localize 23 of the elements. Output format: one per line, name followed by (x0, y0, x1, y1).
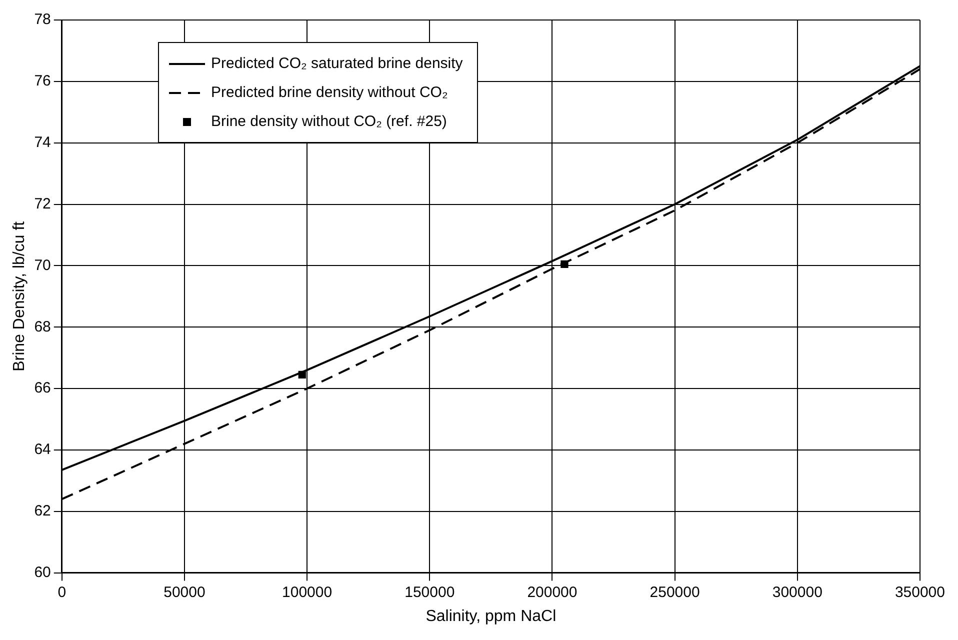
y-tick-label: 64 (34, 441, 51, 458)
y-tick-label: 66 (34, 380, 51, 397)
y-tick-label: 70 (34, 256, 51, 274)
x-tick-label: 150000 (404, 584, 455, 601)
x-tick-label: 100000 (282, 584, 332, 601)
legend-label: Brine density without CO₂ (ref. #25) (211, 113, 447, 130)
x-tick-label: 250000 (650, 584, 700, 601)
y-tick-label: 68 (34, 318, 51, 336)
x-tick-label: 350000 (894, 584, 946, 601)
y-axis-title: Brine Density, lb/cu ft (11, 220, 28, 372)
y-tick-label: 78 (34, 11, 51, 28)
x-tick-label: 300000 (772, 584, 822, 601)
y-tick-label: 76 (34, 72, 51, 90)
y-tick-label: 60 (34, 564, 51, 581)
x-tick-label: 0 (58, 584, 66, 601)
x-tick-label: 50000 (164, 584, 206, 601)
legend-label: Predicted brine density without CO₂ (211, 84, 448, 101)
x-tick-label: 200000 (527, 584, 578, 601)
y-tick-label: 62 (34, 502, 51, 520)
y-tick-label: 72 (34, 195, 51, 212)
legend-label: Predicted CO₂ saturated brine density (211, 55, 463, 72)
x-axis-title: Salinity, ppm NaCl (426, 608, 556, 625)
y-tick-label: 74 (34, 134, 51, 151)
